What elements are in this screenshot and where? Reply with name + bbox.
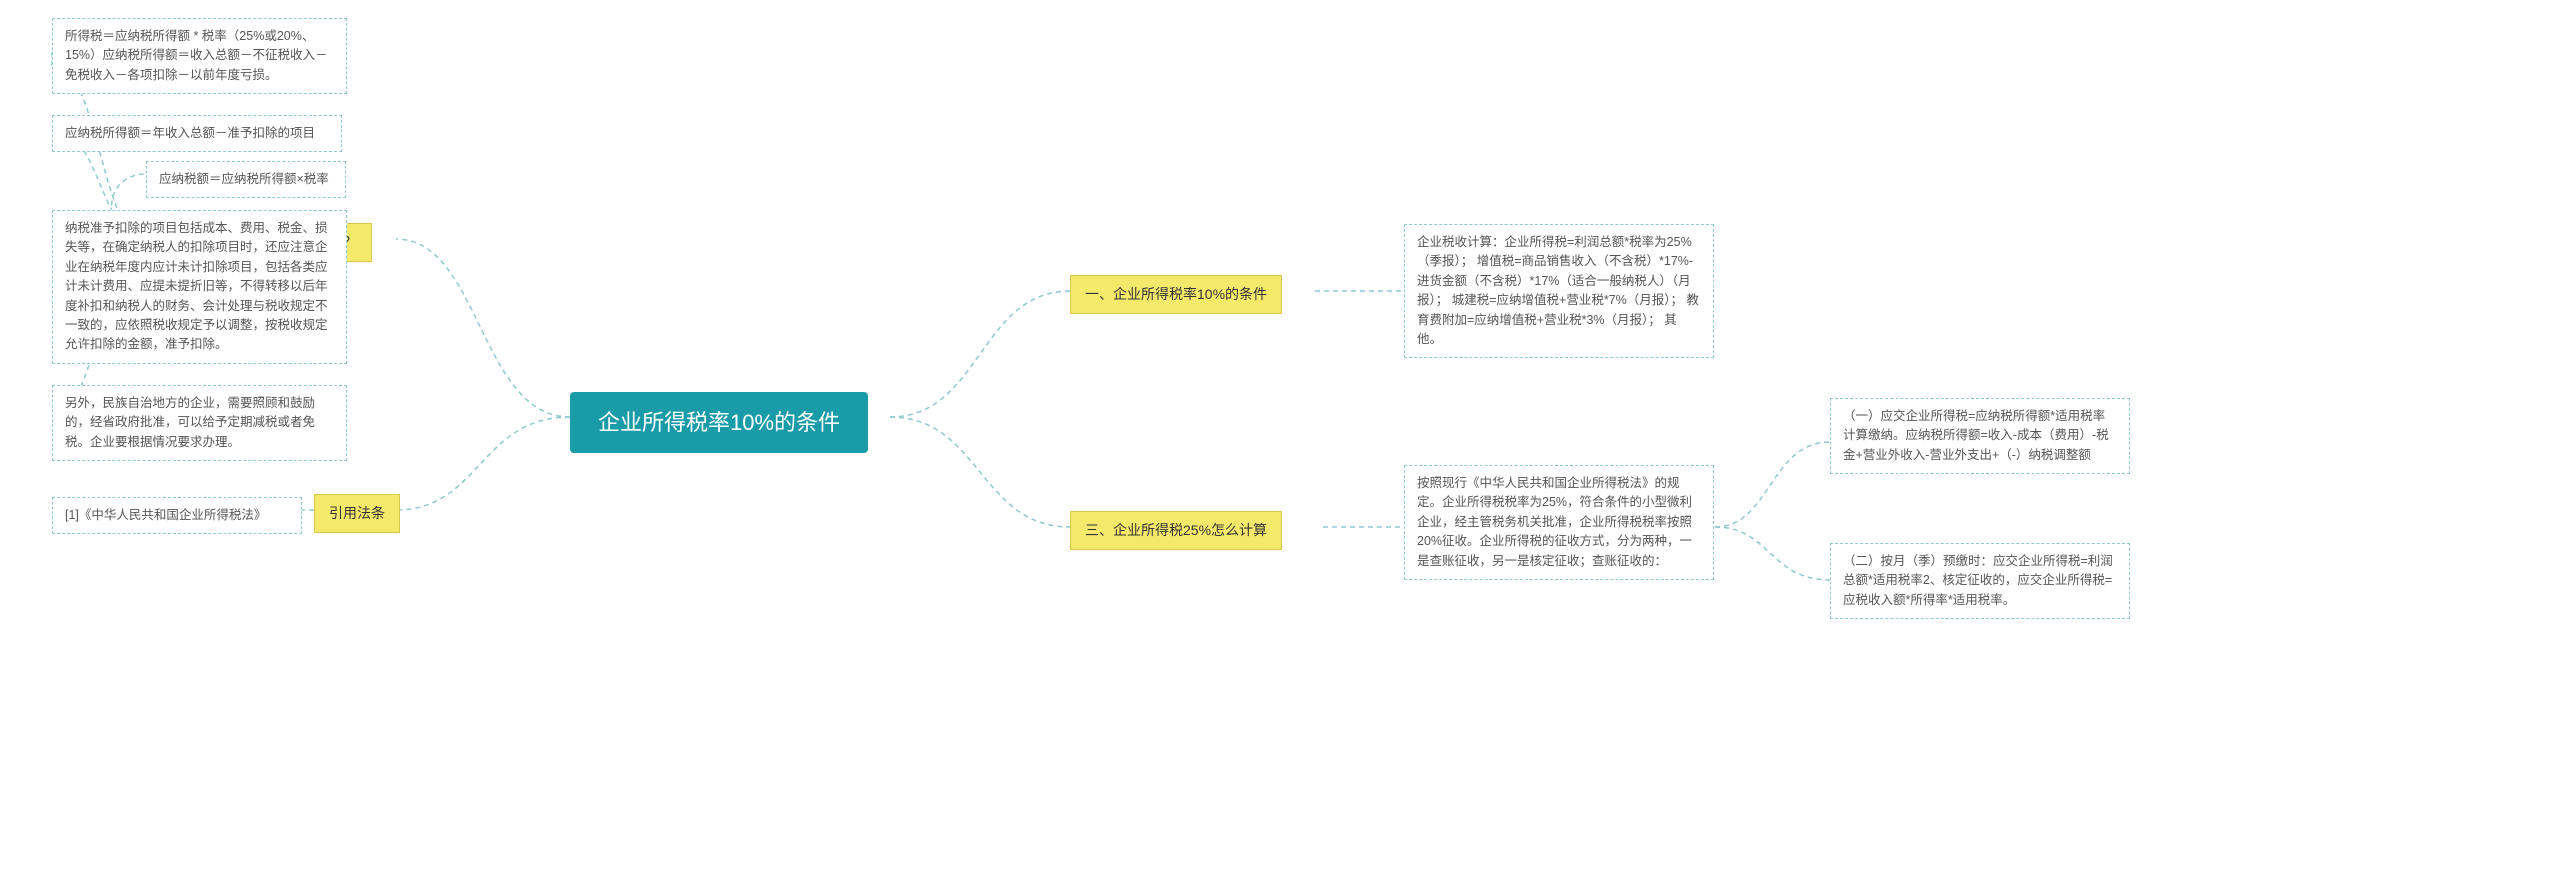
- leaf-b2-1: 所得税＝应纳税所得额 * 税率（25%或20%、15%）应纳税所得额＝收入总额－…: [52, 18, 347, 94]
- branch-1[interactable]: 一、企业所得税率10%的条件: [1070, 275, 1282, 314]
- leaf-b3-1: 按照现行《中华人民共和国企业所得税法》的规定。企业所得税税率为25%，符合条件的…: [1404, 465, 1714, 580]
- leaf-b1-1: 企业税收计算：企业所得税=利润总额*税率为25%（季报）； 增值税=商品销售收入…: [1404, 224, 1714, 358]
- leaf-b2-4: 纳税准予扣除的项目包括成本、费用、税金、损失等，在确定纳税人的扣除项目时，还应注…: [52, 210, 347, 364]
- leaf-b4-1: [1]《中华人民共和国企业所得税法》: [52, 497, 302, 534]
- leaf-b2-3: 应纳税额＝应纳税所得额×税率: [146, 161, 346, 198]
- leaf-b3-3: （二）按月（季）预缴时：应交企业所得税=利润总额*适用税率2、核定征收的，应交企…: [1830, 543, 2130, 619]
- branch-3[interactable]: 三、企业所得税25%怎么计算: [1070, 511, 1282, 550]
- root-node[interactable]: 企业所得税率10%的条件: [570, 392, 868, 453]
- leaf-b3-2: （一）应交企业所得税=应纳税所得额*适用税率计算缴纳。应纳税所得额=收入-成本（…: [1830, 398, 2130, 474]
- connectors: [0, 0, 2560, 884]
- leaf-b2-2: 应纳税所得额＝年收入总额－准予扣除的项目: [52, 115, 342, 152]
- branch-4[interactable]: 引用法条: [314, 494, 400, 533]
- leaf-b2-5: 另外，民族自治地方的企业，需要照顾和鼓励的，经省政府批准，可以给予定期减税或者免…: [52, 385, 347, 461]
